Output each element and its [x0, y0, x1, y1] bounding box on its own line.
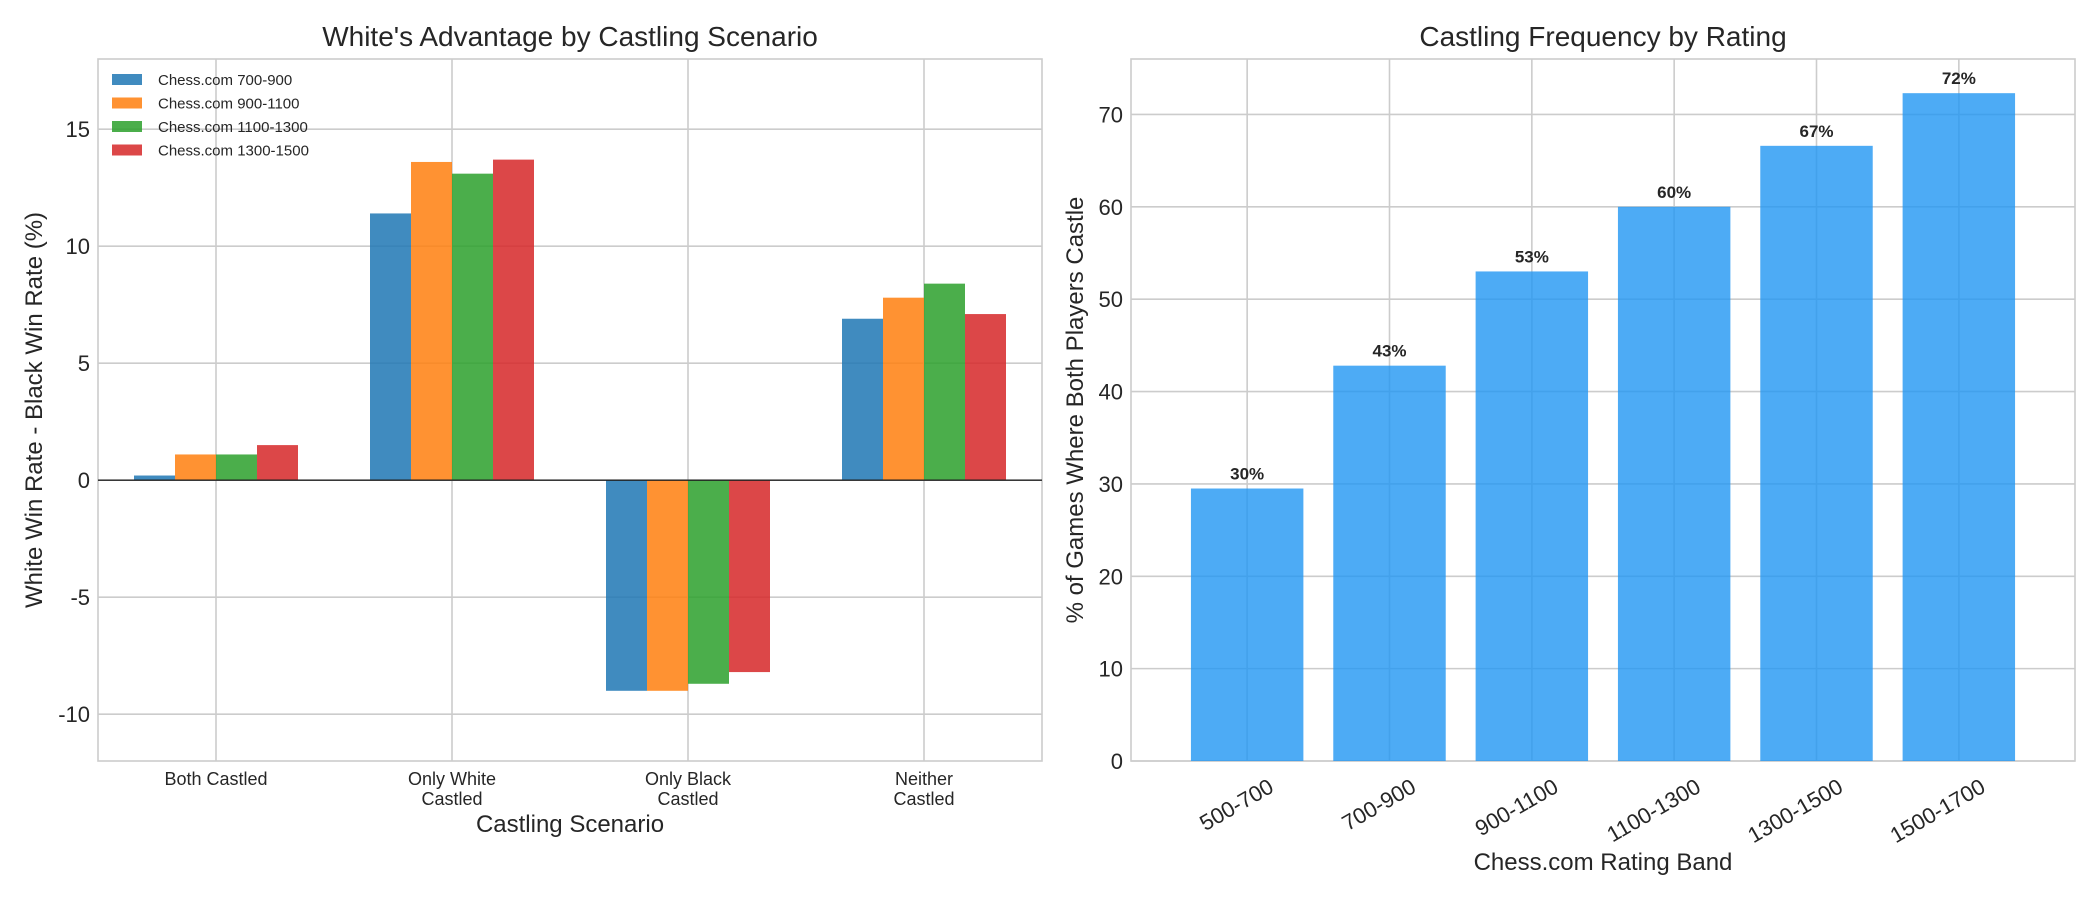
- left-y-tick-label: 15: [66, 117, 90, 142]
- right-x-tick-label: 500-700: [1195, 774, 1277, 836]
- right-y-tick-label: 60: [1099, 195, 1123, 220]
- left-x-axis-label: Castling Scenario: [476, 811, 664, 838]
- right-y-tick-label: 30: [1099, 472, 1123, 497]
- right-bar: [1617, 206, 1731, 761]
- right-bar: [1902, 93, 2016, 761]
- left-y-tick-label: -10: [58, 702, 90, 727]
- right-y-ticks: 0 10 20 30 40 50 60 70: [1099, 102, 1123, 774]
- left-y-tick-label: 0: [78, 468, 90, 493]
- legend-label: Chess.com 1300-1500: [158, 143, 309, 160]
- right-x-tick-label: 900-1100: [1471, 774, 1563, 841]
- right-y-tick-label: 10: [1099, 657, 1123, 682]
- left-bar: [729, 480, 770, 673]
- left-x-tick-label: Castled: [421, 789, 482, 809]
- legend-label: Chess.com 1100-1300: [158, 119, 308, 136]
- left-bar: [965, 314, 1006, 481]
- legend-label: Chess.com 700-900: [158, 72, 292, 89]
- right-bar-label: 60%: [1657, 183, 1691, 202]
- left-plot-frame: [97, 58, 1043, 762]
- left-bar: [134, 475, 175, 481]
- right-x-axis-label: Chess.com Rating Band: [1474, 849, 1733, 876]
- left-bar: [452, 173, 493, 481]
- right-bar-labels: 30% 43% 53% 60% 67% 72%: [1230, 69, 1976, 483]
- legend-swatch: [112, 121, 142, 132]
- castling-frequency-chart: 30% 43% 53% 60% 67% 72% 0 10 20 30 40 50 60 70 500-7…: [1062, 21, 2076, 876]
- right-bar-label: 30%: [1230, 465, 1264, 484]
- left-bar: [842, 318, 883, 481]
- left-x-tick-label: Only Black: [645, 769, 732, 789]
- left-bar: [493, 159, 534, 481]
- right-bar-label: 67%: [1799, 122, 1833, 141]
- left-x-tick-label: Both Castled: [164, 769, 267, 789]
- right-bar-label: 53%: [1515, 247, 1549, 266]
- left-bar: [175, 454, 216, 481]
- legend-label: Chess.com 900-1100: [158, 96, 299, 113]
- right-bar: [1760, 145, 1873, 762]
- left-bar: [257, 445, 298, 481]
- right-y-tick-label: 20: [1099, 564, 1123, 589]
- right-bar: [1190, 488, 1304, 761]
- left-bar: [370, 213, 411, 481]
- left-bar: [883, 297, 924, 481]
- left-y-ticks: -10 -5 0 5 10 15: [58, 117, 90, 727]
- right-bar: [1333, 365, 1446, 761]
- left-bar: [216, 454, 257, 481]
- right-bar-label: 72%: [1942, 69, 1976, 88]
- left-y-tick-label: 10: [66, 234, 90, 259]
- legend-swatch: [112, 74, 142, 85]
- left-chart-title: White's Advantage by Castling Scenario: [322, 21, 818, 52]
- right-x-tick-label: 700-900: [1338, 774, 1420, 836]
- right-bar: [1475, 271, 1589, 761]
- right-y-tick-label: 70: [1099, 102, 1123, 127]
- left-bar: [411, 161, 452, 481]
- left-bar: [688, 480, 729, 684]
- left-bar: [924, 283, 965, 481]
- right-y-tick-label: 0: [1111, 749, 1123, 774]
- right-y-tick-label: 50: [1099, 287, 1123, 312]
- left-x-tick-label: Neither: [895, 769, 953, 789]
- left-y-tick-label: -5: [70, 585, 90, 610]
- right-x-tick-label: 1500-1700: [1886, 774, 1990, 848]
- left-bar: [606, 480, 647, 691]
- right-y-axis-label: % of Games Where Both Players Castle: [1062, 197, 1089, 624]
- legend-swatch: [112, 97, 142, 109]
- right-bar-label: 43%: [1372, 342, 1406, 361]
- left-bar: [647, 480, 688, 691]
- left-x-tick-label: Only White: [408, 769, 496, 789]
- right-x-ticks: 500-700 700-900 900-1100 1100-1300 1300-1500…: [1195, 774, 1989, 848]
- right-x-tick-label: 1100-1300: [1602, 774, 1704, 847]
- left-y-axis-label: White Win Rate - Black Win Rate (%): [21, 212, 48, 608]
- left-bars: [98, 159, 1042, 691]
- right-bars: [1190, 93, 2016, 762]
- legend: Chess.com 700-900 Chess.com 900-1100 Chess…: [112, 72, 309, 160]
- left-x-tick-label: Castled: [893, 789, 954, 809]
- right-chart-title: Castling Frequency by Rating: [1419, 21, 1786, 52]
- right-y-tick-label: 40: [1099, 380, 1123, 405]
- right-x-tick-label: 1300-1500: [1743, 774, 1847, 848]
- legend-swatch: [112, 144, 142, 156]
- left-y-tick-label: 5: [78, 351, 90, 376]
- left-x-tick-label: Castled: [657, 789, 718, 809]
